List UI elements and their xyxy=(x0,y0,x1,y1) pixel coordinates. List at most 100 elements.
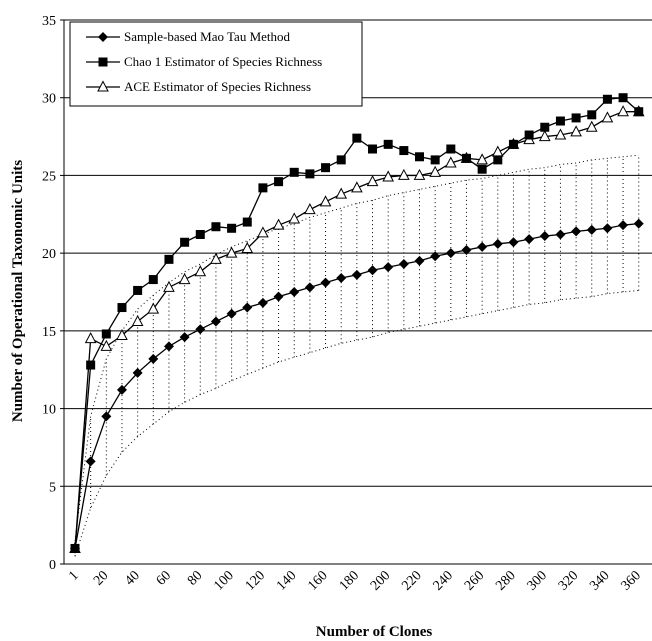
series-line-triangle xyxy=(74,111,639,549)
point-triangle xyxy=(617,105,629,117)
point-diamond xyxy=(289,287,300,297)
point-square xyxy=(242,217,252,227)
point-diamond xyxy=(85,456,96,467)
point-square xyxy=(618,93,628,103)
confidence-band xyxy=(74,154,640,557)
point-square xyxy=(399,146,409,156)
band-lower-bound xyxy=(74,289,639,557)
point-square xyxy=(524,130,534,140)
point-diamond xyxy=(226,308,237,319)
point-square xyxy=(211,222,221,232)
y-tick-label: 5 xyxy=(49,480,56,495)
point-triangle xyxy=(100,339,113,351)
legend: Sample-based Mao Tau Method Chao 1 Estima… xyxy=(69,21,363,107)
x-tick-label: 260 xyxy=(462,568,487,593)
point-square xyxy=(180,237,190,247)
point-diamond xyxy=(351,269,362,280)
point-triangle xyxy=(366,175,379,187)
point-square xyxy=(305,169,315,179)
point-square xyxy=(148,275,158,285)
series-layer xyxy=(69,93,645,554)
point-square xyxy=(321,163,331,173)
point-triangle xyxy=(225,246,238,258)
point-square xyxy=(446,144,456,154)
point-triangle xyxy=(147,302,160,314)
point-square xyxy=(540,122,550,132)
point-square xyxy=(133,285,143,295)
point-triangle xyxy=(335,187,348,199)
point-diamond xyxy=(477,241,488,252)
point-triangle xyxy=(476,153,488,165)
legend-label: Chao 1 Estimator of Species Richness xyxy=(124,54,322,69)
point-diamond xyxy=(242,302,253,313)
x-tick-label: 340 xyxy=(587,568,612,593)
point-diamond xyxy=(257,297,268,308)
point-triangle xyxy=(304,203,316,215)
point-diamond xyxy=(336,273,347,284)
x-tick-label: 320 xyxy=(556,568,581,593)
legend-item-diamond: Sample-based Mao Tau Method xyxy=(86,29,291,44)
point-triangle xyxy=(570,125,582,137)
point-square xyxy=(336,155,346,165)
x-tick-label: 1 xyxy=(66,568,82,584)
point-square xyxy=(430,155,440,165)
point-square xyxy=(258,183,268,193)
point-diamond xyxy=(320,277,331,288)
point-diamond xyxy=(445,248,456,259)
x-tick-label: 300 xyxy=(525,568,550,593)
legend-box xyxy=(69,21,363,107)
x-tick-label: 60 xyxy=(154,568,175,589)
point-triangle xyxy=(319,195,332,207)
x-tick-label: 220 xyxy=(399,568,424,593)
point-square xyxy=(477,164,487,174)
point-triangle xyxy=(429,165,441,177)
point-diamond xyxy=(414,255,425,266)
x-tick-label: 20 xyxy=(91,568,112,589)
point-square xyxy=(415,152,425,162)
point-diamond xyxy=(210,316,221,327)
band-upper-bound xyxy=(74,154,639,541)
point-diamond xyxy=(539,231,550,242)
point-diamond xyxy=(70,543,80,554)
series-triangle xyxy=(69,105,645,553)
point-triangle xyxy=(601,111,614,123)
y-tick-label: 20 xyxy=(42,247,56,262)
point-square xyxy=(368,144,378,154)
y-tick-label: 30 xyxy=(42,92,56,107)
point-triangle xyxy=(413,168,426,180)
point-diamond xyxy=(602,223,613,234)
point-triangle xyxy=(178,272,191,285)
legend-marker-square xyxy=(98,57,108,67)
point-diamond xyxy=(132,367,143,378)
legend-label: Sample-based Mao Tau Method xyxy=(124,29,291,44)
point-triangle xyxy=(116,328,128,341)
point-diamond xyxy=(163,341,174,352)
point-diamond xyxy=(398,259,409,270)
point-triangle xyxy=(163,280,175,292)
y-tick-label: 35 xyxy=(42,14,56,29)
y-tick-label: 25 xyxy=(42,169,56,184)
point-square xyxy=(86,360,96,370)
legend-item-square: Chao 1 Estimator of Species Richness xyxy=(86,54,322,69)
y-tick-labels: 0 5 10 15 20 25 30 35 xyxy=(42,14,56,573)
point-square xyxy=(571,113,581,123)
point-diamond xyxy=(273,291,284,302)
x-axis-title: Number of Clones xyxy=(316,624,433,640)
point-square xyxy=(587,110,597,120)
y-tick-label: 15 xyxy=(42,325,56,340)
point-square xyxy=(461,153,471,163)
series-square xyxy=(70,93,644,553)
point-diamond xyxy=(586,224,597,235)
point-diamond xyxy=(555,229,566,240)
point-diamond xyxy=(195,324,206,335)
point-triangle xyxy=(538,129,551,142)
point-diamond xyxy=(430,251,441,262)
point-square xyxy=(602,94,612,104)
point-square xyxy=(493,155,503,165)
point-triangle xyxy=(288,212,301,224)
x-tick-label: 180 xyxy=(337,568,362,593)
series-line-square xyxy=(74,97,640,549)
point-triangle xyxy=(585,120,598,132)
point-square xyxy=(101,329,111,339)
